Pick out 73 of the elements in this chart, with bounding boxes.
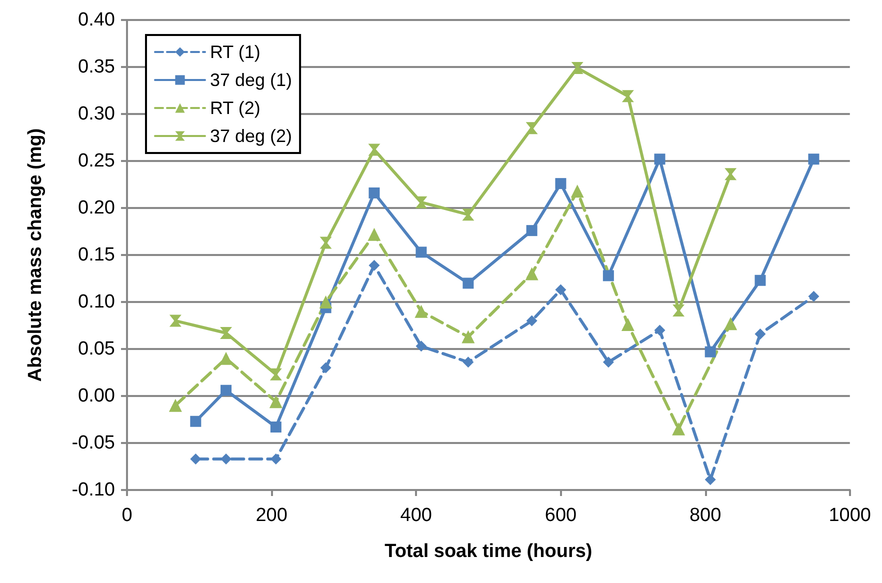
point xyxy=(220,327,232,340)
point xyxy=(270,422,282,433)
point xyxy=(654,324,666,336)
point xyxy=(415,196,428,208)
point xyxy=(704,474,716,486)
point xyxy=(416,340,427,352)
legend-label: RT (1) xyxy=(210,42,260,62)
y-tick-label: -0.05 xyxy=(72,432,115,454)
point xyxy=(724,168,737,180)
x-tick-label: 0 xyxy=(122,505,132,526)
point xyxy=(462,356,474,368)
x-tick-label: 800 xyxy=(689,505,722,526)
point xyxy=(672,422,686,436)
point xyxy=(368,260,380,271)
point xyxy=(462,278,474,289)
point xyxy=(808,154,820,165)
point xyxy=(571,62,584,74)
x-axis-title: Total soak time (hours) xyxy=(384,541,592,562)
point xyxy=(754,274,766,286)
y-tick-label: 0.30 xyxy=(78,104,115,124)
point xyxy=(526,122,538,134)
point xyxy=(368,228,381,241)
y-axis-title: Absolute mass change (mg) xyxy=(25,128,46,382)
y-tick-label: 0.00 xyxy=(78,386,115,406)
point xyxy=(621,318,634,332)
point xyxy=(570,184,584,198)
y-tick-label: 0.10 xyxy=(78,292,115,312)
x-tick-label: 600 xyxy=(544,505,577,526)
point xyxy=(526,225,538,236)
point xyxy=(168,398,182,412)
y-tick-label: 0.05 xyxy=(78,338,115,360)
point xyxy=(320,362,332,374)
point xyxy=(525,267,538,280)
point xyxy=(220,384,232,396)
point xyxy=(602,270,614,282)
point xyxy=(622,90,634,102)
point xyxy=(320,236,332,249)
point xyxy=(190,416,202,427)
x-tick-label: 400 xyxy=(400,505,432,526)
point xyxy=(319,296,332,308)
point xyxy=(526,315,538,326)
point xyxy=(654,154,666,165)
point xyxy=(169,314,182,327)
point xyxy=(754,328,766,340)
y-tick-label: 0.20 xyxy=(78,198,115,218)
point xyxy=(416,246,427,258)
point xyxy=(808,290,820,302)
point xyxy=(462,330,475,344)
y-tick-label: 0.40 xyxy=(78,10,115,30)
point xyxy=(724,317,738,330)
y-tick-label: -0.10 xyxy=(72,480,115,500)
point xyxy=(414,304,428,318)
y-tick-label: 0.25 xyxy=(78,150,115,172)
point xyxy=(704,346,716,358)
point xyxy=(270,368,282,380)
legend-label: 37 deg (1) xyxy=(210,70,292,90)
point xyxy=(269,395,282,408)
point xyxy=(220,453,232,464)
x-tick-label: 200 xyxy=(256,505,288,526)
point xyxy=(190,453,202,464)
x-tick-label: 1000 xyxy=(828,505,872,526)
legend-label: 37 deg (2) xyxy=(210,126,292,146)
legend-label: RT (2) xyxy=(210,98,260,118)
point xyxy=(602,356,614,368)
point xyxy=(555,178,566,190)
point xyxy=(368,144,380,156)
y-tick-label: 0.35 xyxy=(78,56,115,78)
point xyxy=(462,208,474,221)
y-tick-label: 0.15 xyxy=(78,244,115,266)
point xyxy=(220,352,233,365)
point xyxy=(672,304,685,316)
point xyxy=(555,284,566,296)
point xyxy=(368,187,380,198)
